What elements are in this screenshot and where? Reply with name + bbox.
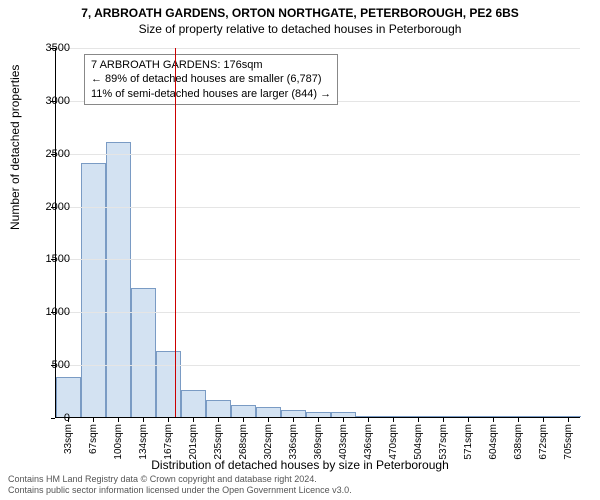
grid-line [56,207,580,208]
chart-title: 7, ARBROATH GARDENS, ORTON NORTHGATE, PE… [0,0,600,20]
y-tick-label: 3500 [30,42,70,54]
y-tick-mark [51,365,55,366]
grid-line [56,48,580,49]
x-tick-mark [193,418,194,422]
histogram-bar [331,412,356,417]
histogram-bar [431,416,456,417]
x-tick-label: 134sqm [138,424,149,460]
x-tick-label: 201sqm [188,424,199,460]
x-tick-label: 235sqm [213,424,224,460]
x-tick-mark [418,418,419,422]
x-tick-mark [493,418,494,422]
x-tick-label: 470sqm [388,424,399,460]
grid-line [56,259,580,260]
x-tick-label: 100sqm [113,424,124,460]
x-tick-label: 403sqm [338,424,349,460]
y-tick-mark [51,259,55,260]
footer-line: Contains HM Land Registry data © Crown c… [8,474,352,485]
x-tick-mark [568,418,569,422]
x-tick-mark [143,418,144,422]
x-tick-label: 167sqm [163,424,174,460]
x-tick-label: 672sqm [538,424,549,460]
x-tick-label: 336sqm [288,424,299,460]
x-axis-label: Distribution of detached houses by size … [0,458,600,472]
histogram-bar [506,416,531,417]
y-axis-label: Number of detached properties [8,65,22,230]
footer-attribution: Contains HM Land Registry data © Crown c… [8,474,352,496]
x-tick-mark [368,418,369,422]
x-tick-label: 33sqm [63,424,74,454]
y-tick-mark [51,418,55,419]
y-tick-label: 0 [30,412,70,424]
chart-container: 7, ARBROATH GARDENS, ORTON NORTHGATE, PE… [0,0,600,500]
histogram-bar [231,405,256,417]
annotation-line: ← 89% of detached houses are smaller (6,… [91,72,331,86]
histogram-bar [406,416,431,417]
histogram-bar [531,416,556,417]
x-tick-mark [268,418,269,422]
x-tick-label: 537sqm [438,424,449,460]
x-tick-label: 268sqm [238,424,249,460]
y-tick-label: 2500 [30,148,70,160]
footer-line: Contains public sector information licen… [8,485,352,496]
y-tick-mark [51,154,55,155]
y-tick-mark [51,101,55,102]
plot-area: 7 ARBROATH GARDENS: 176sqm ← 89% of deta… [55,48,580,418]
y-tick-label: 500 [30,359,70,371]
histogram-bar [131,288,156,417]
y-tick-label: 3000 [30,95,70,107]
x-tick-label: 302sqm [263,424,274,460]
x-tick-mark [168,418,169,422]
x-tick-mark [293,418,294,422]
histogram-bar [281,410,306,417]
y-tick-label: 1500 [30,253,70,265]
histogram-bar [206,400,231,417]
reference-line [175,48,176,417]
histogram-bar [306,412,331,417]
x-tick-mark [93,418,94,422]
x-tick-mark [118,418,119,422]
histogram-bar [356,416,381,417]
x-tick-label: 504sqm [413,424,424,460]
annotation-box: 7 ARBROATH GARDENS: 176sqm ← 89% of deta… [84,54,338,105]
x-tick-mark [543,418,544,422]
x-tick-mark [243,418,244,422]
histogram-bar [456,416,481,417]
grid-line [56,365,580,366]
x-tick-mark [343,418,344,422]
x-tick-label: 571sqm [463,424,474,460]
histogram-bar [56,377,81,417]
histogram-bar [556,416,581,417]
x-tick-label: 604sqm [488,424,499,460]
x-tick-label: 436sqm [363,424,374,460]
x-tick-mark [443,418,444,422]
annotation-line: 7 ARBROATH GARDENS: 176sqm [91,58,331,72]
grid-line [56,154,580,155]
x-tick-mark [468,418,469,422]
y-tick-label: 2000 [30,201,70,213]
grid-line [56,312,580,313]
y-tick-mark [51,48,55,49]
x-tick-label: 705sqm [563,424,574,460]
x-tick-mark [218,418,219,422]
x-tick-label: 638sqm [513,424,524,460]
chart-subtitle: Size of property relative to detached ho… [0,20,600,36]
histogram-bar [256,407,281,417]
annotation-line: 11% of semi-detached houses are larger (… [91,87,331,101]
y-tick-label: 1000 [30,306,70,318]
x-tick-mark [68,418,69,422]
x-tick-mark [393,418,394,422]
x-tick-label: 369sqm [313,424,324,460]
histogram-bar [381,416,406,417]
histogram-bar [106,142,131,417]
x-tick-label: 67sqm [88,424,99,454]
histogram-bar [81,163,106,417]
histogram-bar [181,390,206,417]
histogram-bar [156,351,181,417]
y-tick-mark [51,312,55,313]
histogram-bar [481,416,506,417]
x-tick-mark [318,418,319,422]
y-tick-mark [51,207,55,208]
x-tick-mark [518,418,519,422]
